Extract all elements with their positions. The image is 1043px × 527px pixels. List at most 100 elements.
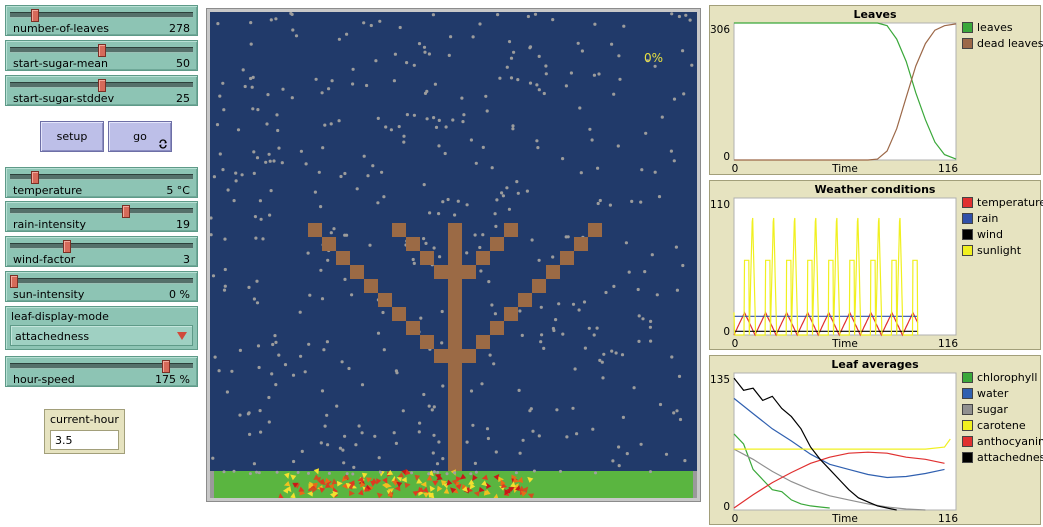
tree-branch [504,223,518,237]
raindrop [335,404,339,408]
fallen-leaf [358,489,364,496]
plot-area [733,197,957,336]
raindrop [507,207,511,211]
raindrop [252,171,256,175]
slider-number-of-leaves[interactable]: number-of-leaves 278 [5,5,198,36]
raindrop [398,25,402,30]
raindrop [274,17,278,21]
slider-thumb[interactable] [31,171,39,184]
x-min-label: 0 [732,338,739,350]
fallen-leaf [292,482,299,488]
slider-track[interactable] [10,174,193,180]
raindrop [431,451,435,455]
world-view[interactable]: 0% [206,8,701,502]
raindrop [670,355,674,359]
raindrop [402,134,406,138]
raindrop [460,96,464,100]
tree-branch [392,223,406,237]
raindrop [520,333,524,337]
raindrop [397,125,401,129]
x-min-label: 0 [732,513,739,525]
slider-start-sugar-mean[interactable]: start-sugar-mean 50 [5,40,198,71]
slider-thumb[interactable] [122,205,130,218]
raindrop [517,388,521,392]
slider-thumb[interactable] [97,79,106,92]
raindrop [579,171,583,175]
raindrop [218,152,222,156]
go-button[interactable]: go [108,121,172,152]
raindrop [512,50,516,54]
raindrop [393,52,397,56]
dropdown-arrow-icon[interactable] [177,332,187,340]
raindrop [672,97,677,101]
y-max-label: 306 [710,24,730,36]
slider-hour-speed[interactable]: hour-speed 175 % [5,356,198,387]
raindrop [620,353,625,357]
raindrop [221,168,225,172]
slider-thumb[interactable] [62,240,71,253]
fallen-leaf [498,476,505,483]
raindrop [437,118,441,122]
x-axis-label: Time [831,338,858,350]
slider-temperature[interactable]: temperature 5 °C [5,167,198,198]
raindrop [610,42,614,46]
raindrop [265,122,269,126]
slider-track[interactable] [10,363,193,369]
tree-branch [434,265,448,279]
raindrop [624,241,628,245]
legend-label: attachedness [977,451,1043,464]
plot-canvas: 306 00 Time 116 [710,22,958,175]
puddle-drop [307,471,310,475]
raindrop [313,190,317,194]
raindrop [437,440,441,444]
slider-thumb[interactable] [97,44,106,57]
slider-track[interactable] [10,243,193,249]
slider-wind-factor[interactable]: wind-factor 3 [5,236,198,267]
fallen-leaf [436,485,443,492]
slider-sun-intensity[interactable]: sun-intensity 0 % [5,271,198,302]
fallen-leaf [345,483,352,489]
raindrop [481,233,485,237]
raindrop [382,195,386,199]
raindrop [655,293,659,297]
raindrop [632,386,636,390]
raindrop [449,35,453,39]
raindrop [320,91,324,95]
legend-label: dead leaves [977,37,1043,50]
slider-thumb[interactable] [162,360,171,373]
world-canvas[interactable]: 0% [210,12,697,498]
monitor-value-box: 3.5 [50,430,119,450]
slider-rain-intensity[interactable]: rain-intensity 19 [5,201,198,232]
raindrop [248,432,252,436]
tree-branch [308,223,322,237]
fallen-leaf [520,490,527,497]
raindrop [537,258,541,262]
raindrop [425,117,429,121]
leaf-display-mode-chooser[interactable]: leaf-display-mode attachedness [5,306,198,350]
raindrop [675,409,679,413]
raindrop [374,59,378,63]
slider-thumb[interactable] [10,275,18,288]
x-max-label: 116 [938,163,958,175]
fallen-leaf [290,492,296,498]
slider-track[interactable] [10,208,193,214]
raindrop [343,434,347,438]
setup-button[interactable]: setup [40,121,104,152]
raindrop [342,461,346,465]
puddle-drop [445,472,449,476]
slider-track[interactable] [10,12,193,18]
raindrop [648,325,652,329]
raindrop [376,116,380,120]
legend-swatch [962,245,973,256]
slider-track[interactable] [10,278,193,284]
chooser-dropdown[interactable]: attachedness [10,325,193,346]
fallen-leaf [359,481,366,488]
slider-value: 19 [176,218,190,231]
fallen-leaf [348,480,355,486]
slider-start-sugar-stddev[interactable]: start-sugar-stddev 25 [5,75,198,106]
slider-thumb[interactable] [31,9,39,22]
fallen-leaf [349,490,355,497]
raindrop [660,115,664,119]
raindrop [307,342,311,346]
plot-title: Weather conditions [814,183,936,196]
